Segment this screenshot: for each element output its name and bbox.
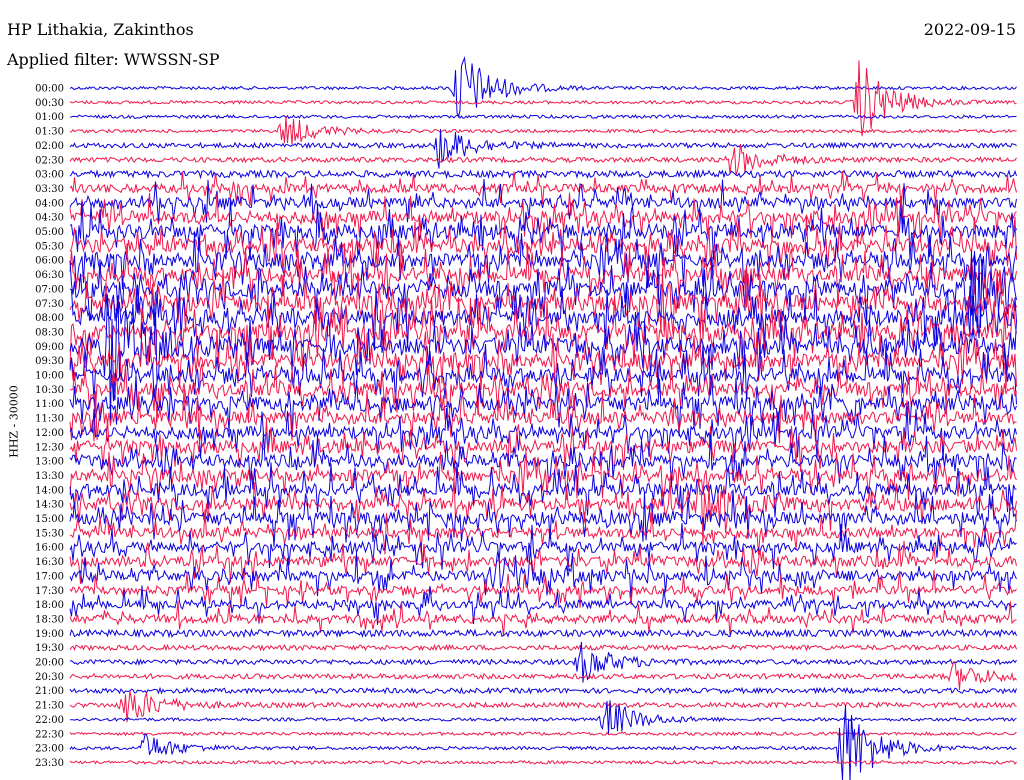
row-time-label: 02:00 [35, 141, 64, 152]
row-time-label: 01:30 [35, 127, 64, 138]
row-time-label: 07:00 [35, 284, 64, 295]
row-time-label: 05:00 [35, 227, 64, 238]
trace-line [69, 523, 1017, 571]
trace-line [69, 265, 1017, 335]
row-time-label: 20:30 [35, 672, 64, 683]
trace-line [69, 641, 1017, 683]
row-time-label: 19:30 [35, 643, 64, 654]
trace-line [69, 509, 1017, 555]
row-time-label: 15:30 [35, 528, 64, 539]
row-time-label: 08:30 [35, 327, 64, 338]
trace-line [69, 686, 1017, 695]
trace-line [69, 489, 1017, 547]
trace-line [69, 215, 1017, 274]
trace-line [69, 375, 1017, 437]
row-time-label: 06:30 [35, 270, 64, 281]
filter-label: Applied filter: WWSSN-SP [7, 50, 220, 69]
trace-line [69, 389, 1017, 444]
row-time-label: 18:00 [35, 600, 64, 611]
trace-line [70, 700, 1017, 734]
row-time-label: 16:30 [35, 557, 64, 568]
trace-line [69, 406, 1017, 463]
trace-line [69, 171, 1017, 208]
row-time-label: 07:30 [35, 299, 64, 310]
row-time-label: 15:00 [35, 514, 64, 525]
trace-line [69, 759, 1017, 766]
row-time-label: 17:30 [35, 586, 64, 597]
trace-line [69, 329, 1017, 390]
trace-line [69, 169, 1017, 180]
trace-line [69, 129, 1017, 169]
row-time-label: 14:00 [35, 485, 64, 496]
row-time-label: 00:00 [35, 84, 64, 95]
row-time-label: 19:00 [35, 629, 64, 640]
row-time-label: 00:30 [35, 98, 64, 109]
trace-line [69, 284, 1017, 353]
trace-line [69, 540, 1017, 585]
trace-line [69, 343, 1017, 405]
trace-line [69, 418, 1017, 474]
row-time-label: 08:00 [35, 313, 64, 324]
row-time-label: 05:30 [35, 241, 64, 252]
row-time-label: 01:00 [35, 112, 64, 123]
row-time-label: 12:00 [35, 428, 64, 439]
row-time-label: 10:30 [35, 385, 64, 396]
trace-line [69, 585, 1017, 625]
trace-line [69, 451, 1017, 501]
row-time-label: 03:30 [35, 184, 64, 195]
row-time-label: 16:00 [35, 543, 64, 554]
trace-line [69, 294, 1017, 424]
trace-line [69, 432, 1017, 487]
trace-line [69, 731, 1017, 737]
trace-line [69, 362, 1017, 423]
row-time-label: 22:30 [35, 729, 64, 740]
trace-line [69, 462, 1017, 519]
row-time-label: 14:30 [35, 500, 64, 511]
row-time-label: 20:00 [35, 658, 64, 669]
row-time-label: 06:00 [35, 256, 64, 267]
trace-line [69, 295, 1017, 372]
trace-line [69, 116, 1017, 145]
trace-line [69, 478, 1017, 546]
trace-line [69, 60, 1017, 137]
trace-line [69, 600, 1017, 637]
row-time-label: 02:30 [35, 155, 64, 166]
row-time-label: 11:00 [35, 399, 64, 410]
row-time-label: 09:30 [35, 356, 64, 367]
trace-line [69, 243, 1017, 308]
row-time-label: 11:30 [35, 414, 64, 425]
row-time-label: 12:30 [35, 442, 64, 453]
row-time-label: 21:30 [35, 701, 64, 712]
row-time-label: 13:30 [35, 471, 64, 482]
trace-line [69, 178, 1017, 225]
trace-line [69, 661, 1017, 691]
trace-line [69, 628, 1017, 639]
row-time-label: 13:00 [35, 457, 64, 468]
row-time-label: 03:00 [35, 170, 64, 181]
trace-line [69, 705, 1017, 780]
row-time-label: 22:00 [35, 715, 64, 726]
row-time-label: 10:00 [35, 371, 64, 382]
row-time-label: 09:00 [35, 342, 64, 353]
date-label: 2022-09-15 [923, 20, 1016, 39]
row-time-label: 04:30 [35, 213, 64, 224]
trace-line [69, 250, 1017, 338]
trace-line [69, 232, 1017, 290]
trace-line [69, 569, 1017, 608]
trace-line [69, 192, 1017, 248]
trace-line [69, 114, 1017, 120]
row-time-label: 04:00 [35, 198, 64, 209]
row-time-label: 17:00 [35, 571, 64, 582]
row-time-label: 18:30 [35, 614, 64, 625]
row-time-label: 23:30 [35, 758, 64, 769]
row-time-label: 23:00 [35, 744, 64, 755]
trace-line [69, 643, 1017, 652]
trace-line [69, 548, 1017, 598]
trace-line [69, 143, 1017, 176]
row-time-label: 21:00 [35, 686, 64, 697]
trace-line [69, 690, 1017, 723]
station-title: HP Lithakia, Zakinthos [7, 20, 194, 39]
